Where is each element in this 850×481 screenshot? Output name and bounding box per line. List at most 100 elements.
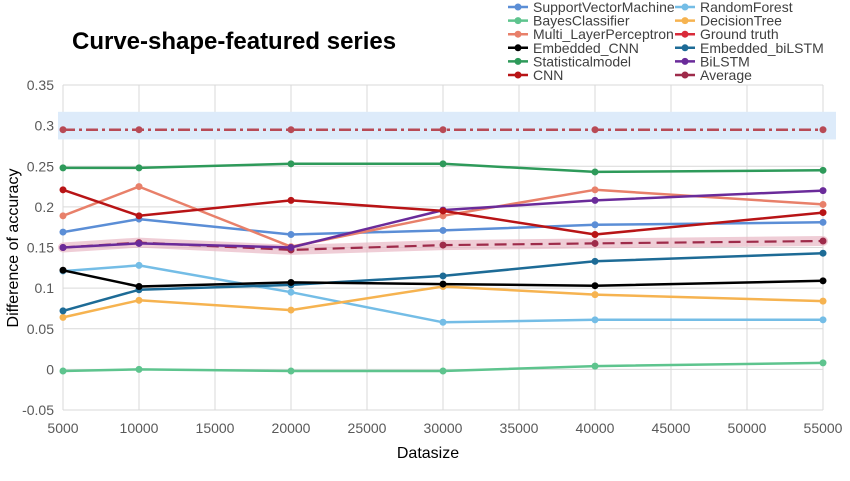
- data-point-randomforest: [135, 261, 143, 269]
- legend-item-supportvectormachine: SupportVectorMachine: [508, 0, 675, 15]
- data-point-bayesclassifier: [135, 365, 143, 373]
- y-axis-title: Difference of accuracy: [5, 169, 22, 328]
- data-point-bayesclassifier: [287, 367, 295, 375]
- data-point-ground-truth: [287, 126, 295, 134]
- y-tick-label: 0.35: [27, 77, 54, 93]
- data-point-statisticalmodel: [135, 164, 143, 172]
- data-point-embedded-bilstm: [591, 257, 599, 265]
- legend-item-bilstm: BiLSTM: [675, 53, 750, 69]
- data-point-randomforest: [591, 316, 599, 324]
- legend-label: BiLSTM: [700, 53, 750, 69]
- x-axis-title: Datasize: [397, 445, 459, 462]
- legend-label: DecisionTree: [700, 13, 782, 29]
- series-statisticalmodel: [59, 160, 827, 176]
- data-point-multi-layerperceptron: [135, 183, 143, 191]
- data-point-cnn: [287, 196, 295, 204]
- series-line-randomforest: [62, 264, 823, 324]
- data-point-cnn: [591, 231, 599, 238]
- legend-item-statisticalmodel: Statisticalmodel: [508, 53, 631, 69]
- x-tick-label: 45000: [652, 420, 691, 436]
- data-point-embedded-cnn: [819, 277, 827, 285]
- legend-swatch-marker: [681, 30, 689, 38]
- legend-label: Multi_LayerPerceptron: [533, 26, 674, 42]
- legend-item-decisiontree: DecisionTree: [675, 13, 782, 29]
- data-point-ground-truth: [135, 126, 143, 134]
- legend-item-cnn: CNN: [508, 67, 563, 83]
- data-point-statisticalmodel: [59, 164, 67, 172]
- legend-label: CNN: [533, 67, 563, 83]
- data-point-decisiontree: [591, 291, 599, 299]
- x-tick-label: 10000: [120, 420, 159, 436]
- data-point-statisticalmodel: [287, 160, 295, 168]
- data-point-bilstm: [819, 187, 827, 195]
- data-point-multi-layerperceptron: [819, 200, 827, 208]
- data-point-bayesclassifier: [439, 367, 447, 375]
- data-point-supportvectormachine: [287, 231, 295, 238]
- data-point-ground-truth: [819, 126, 827, 134]
- series-ground-truth: [59, 126, 827, 134]
- data-point-bayesclassifier: [819, 359, 827, 367]
- series-line-bilstm: [62, 189, 824, 249]
- y-tick-label: 0.15: [27, 240, 54, 256]
- data-point-embedded-cnn: [439, 280, 447, 288]
- data-point-decisiontree: [287, 306, 295, 314]
- data-point-statisticalmodel: [591, 168, 599, 176]
- x-tick-label: 40000: [576, 420, 615, 436]
- legend-swatch-marker: [681, 57, 689, 65]
- legend-swatch-marker: [681, 3, 689, 11]
- data-point-decisiontree: [135, 296, 143, 304]
- y-tick-label: 0.1: [35, 280, 55, 296]
- series-line-embedded-cnn: [62, 269, 824, 288]
- y-tick-label: 0.3: [35, 118, 55, 134]
- data-point-embedded-bilstm: [59, 307, 67, 315]
- data-point-decisiontree: [59, 313, 67, 321]
- data-point-ground-truth: [591, 126, 599, 134]
- data-point-supportvectormachine: [591, 221, 599, 229]
- data-point-supportvectormachine: [59, 228, 67, 236]
- legend-swatch-marker: [514, 44, 522, 52]
- data-point-embedded-cnn: [135, 283, 143, 290]
- data-point-randomforest: [439, 318, 447, 326]
- x-tick-label: 30000: [424, 420, 463, 436]
- x-tick-label: 15000: [196, 420, 235, 436]
- data-point-average: [591, 239, 599, 247]
- legend-label: Embedded_CNN: [533, 40, 639, 56]
- legend-label: Ground truth: [700, 26, 779, 42]
- data-point-cnn: [135, 212, 143, 220]
- legend-swatch-marker: [514, 30, 522, 38]
- series-line-cnn: [62, 188, 824, 236]
- data-point-supportvectormachine: [439, 226, 447, 234]
- data-point-statisticalmodel: [439, 160, 447, 168]
- data-point-randomforest: [287, 288, 295, 296]
- data-point-decisiontree: [819, 297, 827, 305]
- legend-swatch-marker: [514, 71, 522, 79]
- ground-truth-band: [58, 111, 836, 140]
- data-point-bilstm: [59, 244, 67, 251]
- chart-title: Curve-shape-featured series: [72, 28, 396, 55]
- data-point-randomforest: [819, 316, 827, 324]
- x-tick-label: 55000: [804, 420, 843, 436]
- legend-swatch-marker: [681, 17, 689, 25]
- legend-label: Embedded_biLSTM: [700, 40, 824, 56]
- data-point-statisticalmodel: [819, 166, 827, 174]
- legend-swatch-marker: [514, 3, 522, 11]
- legend-item-bayesclassifier: BayesClassifier: [508, 13, 630, 29]
- series-line-bayesclassifier: [62, 361, 824, 373]
- legend-label: Statisticalmodel: [533, 53, 631, 69]
- ground-truth-band-rect: [58, 111, 836, 140]
- data-point-cnn: [59, 186, 67, 194]
- series-line-embedded-bilstm: [62, 251, 824, 313]
- y-tick-label: 0.2: [35, 199, 55, 215]
- legend-swatch-marker: [681, 71, 689, 79]
- series-lines: [58, 126, 828, 375]
- series-line-multi-layerperceptron: [62, 185, 824, 248]
- legend-item-average: Average: [675, 67, 752, 83]
- data-point-ground-truth: [439, 126, 447, 134]
- series-embedded-bilstm: [59, 249, 827, 315]
- data-point-embedded-cnn: [59, 266, 67, 274]
- y-tick-label: 0.05: [27, 321, 54, 337]
- legend-swatch-marker: [681, 44, 689, 52]
- x-tick-label: 25000: [348, 420, 387, 436]
- series-line-statisticalmodel: [63, 162, 824, 174]
